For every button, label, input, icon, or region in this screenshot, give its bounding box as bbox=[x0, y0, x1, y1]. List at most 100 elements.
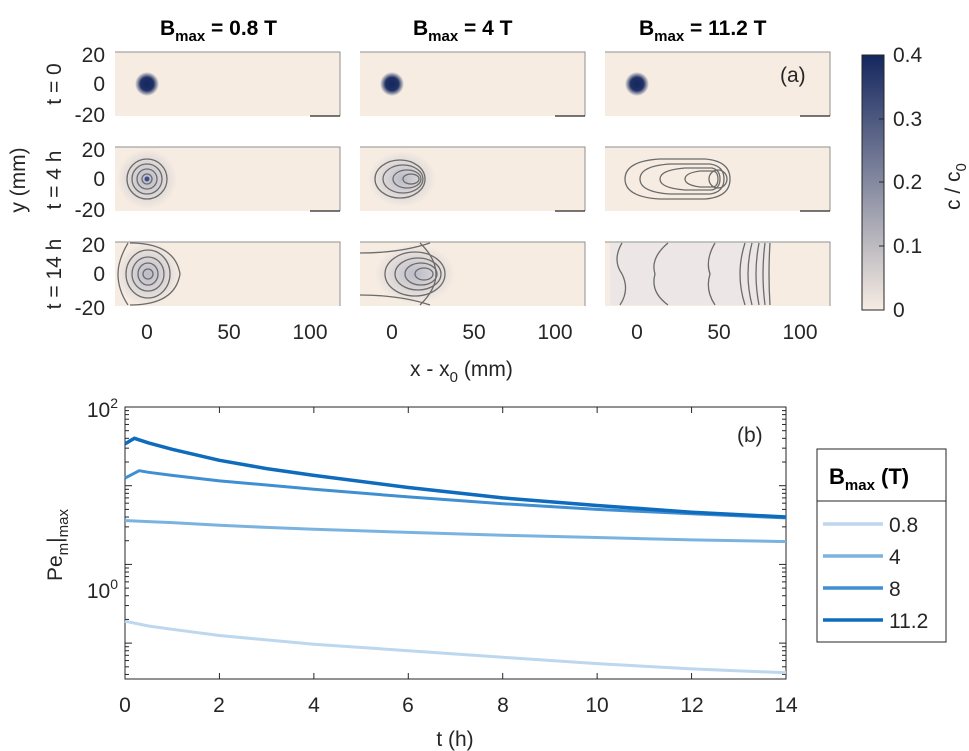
contour-line bbox=[137, 262, 159, 286]
panel-frame bbox=[605, 51, 831, 116]
legend-items: 0.8 4 8 11.2 bbox=[823, 514, 928, 633]
x-tick-label: 50 bbox=[217, 321, 240, 344]
bottom-x-tick-labels: 0 2 4 6 8 10 12 14 bbox=[119, 694, 798, 717]
contour-line bbox=[131, 256, 165, 292]
legend-box bbox=[816, 448, 947, 643]
series-line-8 bbox=[124, 469, 787, 520]
x-tick-label: 50 bbox=[462, 321, 485, 344]
initial-spot-3 bbox=[625, 72, 649, 96]
colorbar-tick-label: 0.4 bbox=[893, 44, 923, 67]
y-tick-label: 0 bbox=[93, 73, 105, 96]
panel-corner-marks bbox=[310, 115, 830, 212]
panel-frame bbox=[115, 51, 341, 116]
contour-line bbox=[384, 251, 446, 297]
y-tick-label: 20 bbox=[82, 234, 105, 257]
contour-line bbox=[739, 242, 746, 306]
panel-tag-b: (b) bbox=[737, 424, 763, 447]
bottom-x-axis-label: t (h) bbox=[436, 728, 473, 751]
x-tick-label: 8 bbox=[497, 694, 509, 717]
x-tick-label: 100 bbox=[537, 321, 572, 344]
contour-line bbox=[394, 257, 442, 291]
x-tick-label: 2 bbox=[213, 694, 225, 717]
column-title-2: Bmax = 4 T bbox=[413, 17, 513, 45]
top-y-ticks: 20 0 -20 20 0 -20 20 0 -20 bbox=[75, 44, 105, 320]
top-y-axis-label: y (mm) bbox=[7, 147, 30, 212]
panel-frame bbox=[360, 146, 586, 211]
contours-r3 bbox=[116, 242, 771, 306]
contour-line bbox=[402, 173, 420, 185]
x-tick-label: 100 bbox=[782, 321, 817, 344]
x-tick-label: 4 bbox=[308, 694, 320, 717]
x-tick-label: 6 bbox=[402, 694, 414, 717]
contour-line bbox=[129, 242, 181, 306]
series-line-4 bbox=[124, 519, 787, 544]
legend-label-4: 4 bbox=[889, 546, 901, 569]
x-tick-marks bbox=[124, 407, 787, 679]
colorbar-tick-label: 0.1 bbox=[893, 235, 922, 258]
column-title-3: Bmax = 11.2 T bbox=[639, 17, 767, 45]
bottom-y-tick-labels: 102 100 bbox=[87, 395, 118, 603]
y-tick-label: -20 bbox=[75, 104, 105, 127]
contours-r2 bbox=[117, 149, 731, 209]
x-tick-label: 14 bbox=[774, 694, 798, 717]
contour-line bbox=[616, 242, 627, 306]
contour-line bbox=[117, 242, 129, 306]
y-tick-label: 102 bbox=[87, 395, 118, 422]
contour-line bbox=[659, 167, 721, 191]
series-layer bbox=[124, 436, 787, 675]
x-tick-label: 0 bbox=[386, 321, 398, 344]
x-tick-label: 10 bbox=[585, 694, 608, 717]
y-tick-label: 100 bbox=[87, 576, 118, 603]
x-tick-label: 0 bbox=[141, 321, 153, 344]
contour-line bbox=[404, 262, 438, 286]
contour-line bbox=[762, 242, 766, 306]
legend-label-11.2: 11.2 bbox=[889, 610, 928, 633]
initial-spot-1 bbox=[135, 72, 159, 96]
x-tick-label: 100 bbox=[292, 321, 327, 344]
panel-frame bbox=[360, 241, 586, 306]
colorbar-label: c / c0 bbox=[942, 163, 969, 210]
contour-line bbox=[707, 242, 716, 306]
y-tick-label: 20 bbox=[82, 44, 105, 67]
contour-line bbox=[136, 168, 158, 190]
x-tick-label: 50 bbox=[707, 321, 730, 344]
contour-line bbox=[374, 159, 426, 199]
panel-frame bbox=[605, 146, 831, 211]
top-x-axis-label: x - x0 (mm) bbox=[410, 358, 513, 386]
contour-line bbox=[125, 249, 171, 299]
contour-line bbox=[708, 169, 728, 189]
x-tick-label: 0 bbox=[631, 321, 643, 344]
colorbar-tick-labels: 0 0.1 0.2 0.3 0.4 bbox=[893, 44, 923, 322]
colorbar-tick-label: 0 bbox=[893, 299, 905, 322]
contour-line bbox=[392, 169, 422, 189]
colorbar-tick-label: 0.3 bbox=[893, 108, 922, 131]
panel-frame bbox=[605, 241, 831, 306]
contour-line bbox=[126, 158, 168, 200]
y-tick-marks bbox=[125, 410, 786, 675]
contour-line bbox=[382, 164, 424, 194]
y-tick-label: 0 bbox=[93, 263, 105, 286]
contour-line bbox=[142, 268, 154, 280]
contour-line bbox=[141, 173, 153, 185]
row-label-2: t = 4 h bbox=[43, 151, 66, 210]
panel-frame bbox=[360, 51, 586, 116]
top-x-ticks: 0 50 100 0 50 100 0 50 100 bbox=[141, 321, 817, 344]
x-tick-label: 0 bbox=[119, 694, 131, 717]
contour-line bbox=[624, 158, 731, 200]
colorbar-tick-label: 0.2 bbox=[893, 171, 922, 194]
legend-label-8: 8 bbox=[889, 578, 901, 601]
series-line-0.8 bbox=[124, 619, 787, 675]
row-label-1: t = 0 bbox=[43, 63, 66, 104]
peak-dot bbox=[144, 176, 150, 182]
contour-line bbox=[414, 267, 434, 281]
contour-line bbox=[359, 242, 431, 254]
colorbar-tick-marks bbox=[879, 54, 884, 311]
y-tick-label: -20 bbox=[75, 199, 105, 222]
panel-frame bbox=[115, 146, 341, 211]
plot-area bbox=[124, 406, 787, 680]
contour-line bbox=[747, 242, 753, 306]
panel-tag-a: (a) bbox=[780, 64, 806, 87]
bottom-y-axis-label: Pem|max bbox=[44, 509, 72, 581]
initial-spot-2 bbox=[380, 72, 404, 96]
